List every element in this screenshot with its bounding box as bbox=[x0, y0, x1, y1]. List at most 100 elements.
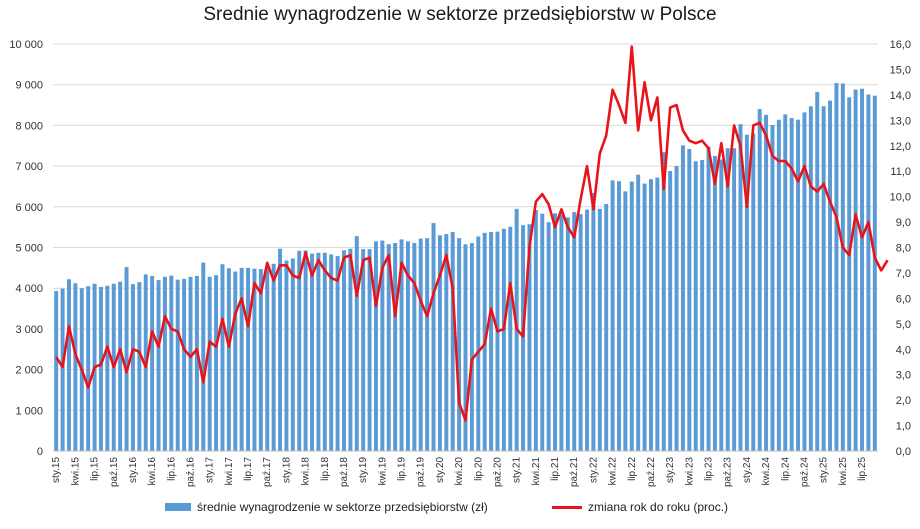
x-tick-label: sty.23 bbox=[665, 457, 676, 483]
y-right-tick-label: 9,0 bbox=[896, 217, 911, 229]
chart-title: Srednie wynagrodzenie w sektorze przedsi… bbox=[203, 4, 717, 25]
x-tick-label: kwi.23 bbox=[684, 457, 695, 486]
x-tick-label: kwi.16 bbox=[147, 457, 158, 486]
x-tick-label: paź.19 bbox=[416, 457, 427, 487]
bar bbox=[732, 148, 737, 451]
bar bbox=[585, 209, 589, 451]
x-tick-label: kwi.20 bbox=[454, 457, 465, 486]
bar bbox=[847, 97, 852, 451]
yoy-change-line bbox=[55, 45, 889, 422]
x-tick-label: paź.22 bbox=[646, 457, 657, 487]
bar-series bbox=[54, 83, 877, 452]
bar bbox=[680, 145, 685, 451]
y-right-tick-label: 13,0 bbox=[890, 115, 911, 127]
bar bbox=[744, 134, 749, 452]
bar bbox=[674, 166, 679, 451]
bar bbox=[866, 94, 871, 451]
bar bbox=[578, 214, 583, 451]
y-axis-left: 0 1 000 2 000 3 000 4 000 5 000 6 000 7 000 8 00… bbox=[9, 39, 43, 458]
x-tick-label: lip.17 bbox=[243, 457, 254, 481]
x-tick-label: lip.24 bbox=[780, 457, 791, 481]
bar bbox=[380, 240, 385, 451]
bar bbox=[661, 152, 666, 451]
bar bbox=[700, 159, 705, 451]
legend-label-line: zmiana rok do roku (proc.) bbox=[588, 500, 729, 514]
x-axis: sty.15 kwi.15 lip.15 paź.15 sty.16 kwi.16 lip.… bbox=[51, 450, 878, 487]
bar bbox=[604, 203, 609, 451]
x-tick-label: lip.20 bbox=[473, 457, 484, 481]
y-right-tick-label: 8,0 bbox=[896, 243, 911, 255]
x-tick-label: lip.23 bbox=[704, 457, 715, 481]
y-axis-right: 0,0 1,0 2,0 3,0 4,0 5,0 6,0 7,0 8,0 9,0 10,0 11,0 12… bbox=[890, 39, 911, 458]
x-tick-label: kwi.22 bbox=[608, 457, 619, 486]
bar bbox=[617, 181, 621, 451]
bar bbox=[591, 192, 596, 451]
bar bbox=[188, 276, 193, 451]
y-right-tick-label: 14,0 bbox=[890, 90, 911, 102]
bar bbox=[751, 133, 756, 452]
bar bbox=[821, 106, 826, 452]
bar bbox=[610, 180, 615, 451]
y-left-tick-label: 0 bbox=[37, 446, 43, 458]
y-right-tick-label: 2,0 bbox=[896, 395, 911, 407]
y-right-tick-label: 3,0 bbox=[896, 370, 911, 382]
bar bbox=[418, 238, 423, 451]
legend-label-bars: średnie wynagrodzenie w sektorze przedsi… bbox=[197, 500, 488, 514]
y-left-tick-label: 10 000 bbox=[9, 39, 43, 51]
bar bbox=[156, 280, 161, 451]
x-tick-label: lip.16 bbox=[166, 457, 177, 481]
bar bbox=[342, 250, 346, 451]
bar bbox=[469, 243, 474, 451]
x-tick-label: kwi.24 bbox=[761, 457, 772, 486]
bar bbox=[412, 243, 417, 451]
bar bbox=[194, 275, 199, 451]
x-tick-label: sty.15 bbox=[51, 457, 62, 483]
bar bbox=[258, 269, 263, 451]
bar bbox=[706, 146, 711, 451]
bar bbox=[226, 268, 231, 451]
bar bbox=[252, 268, 257, 451]
bar bbox=[872, 95, 877, 452]
bar bbox=[757, 109, 762, 452]
legend: średnie wynagrodzenie w sektorze przedsi… bbox=[0, 498, 920, 518]
bar bbox=[207, 276, 212, 451]
bar bbox=[86, 286, 91, 451]
y-left-tick-label: 6 000 bbox=[15, 202, 43, 214]
bar bbox=[431, 223, 436, 451]
bar bbox=[687, 149, 692, 452]
bar bbox=[271, 263, 276, 451]
x-tick-label: paź.24 bbox=[799, 457, 810, 487]
x-tick-label: lip.15 bbox=[90, 457, 101, 481]
y-right-tick-label: 11,0 bbox=[890, 166, 911, 178]
bar bbox=[738, 124, 743, 451]
x-tick-label: sty.21 bbox=[512, 457, 523, 483]
bar bbox=[137, 282, 142, 451]
y-right-tick-label: 5,0 bbox=[896, 319, 911, 331]
y-right-tick-label: 12,0 bbox=[890, 141, 911, 153]
x-tick-label: lip.18 bbox=[320, 457, 331, 481]
x-tick-label: paź.20 bbox=[492, 457, 503, 487]
bar bbox=[815, 92, 820, 451]
y-right-tick-label: 15,0 bbox=[890, 64, 911, 76]
bar bbox=[310, 253, 314, 451]
legend-swatch-bar bbox=[165, 503, 191, 511]
bar bbox=[597, 208, 602, 451]
bar bbox=[521, 225, 526, 451]
bar bbox=[719, 159, 724, 451]
bar bbox=[450, 232, 455, 451]
bar bbox=[828, 100, 833, 451]
bar bbox=[565, 217, 570, 451]
x-tick-label: paź.15 bbox=[109, 457, 120, 487]
bar bbox=[629, 181, 634, 452]
bar bbox=[623, 191, 628, 452]
y-right-tick-label: 4,0 bbox=[896, 344, 911, 356]
bar bbox=[54, 291, 59, 451]
bar bbox=[540, 213, 545, 451]
x-tick-label: lip.22 bbox=[627, 457, 638, 481]
y-left-tick-label: 5 000 bbox=[15, 243, 43, 255]
y-left-tick-label: 9 000 bbox=[15, 80, 43, 92]
x-tick-label: sty.19 bbox=[358, 457, 369, 483]
x-tick-label: sty.25 bbox=[819, 457, 830, 483]
legend-item-bars: średnie wynagrodzenie w sektorze przedsi… bbox=[165, 500, 488, 514]
bar bbox=[284, 260, 289, 451]
